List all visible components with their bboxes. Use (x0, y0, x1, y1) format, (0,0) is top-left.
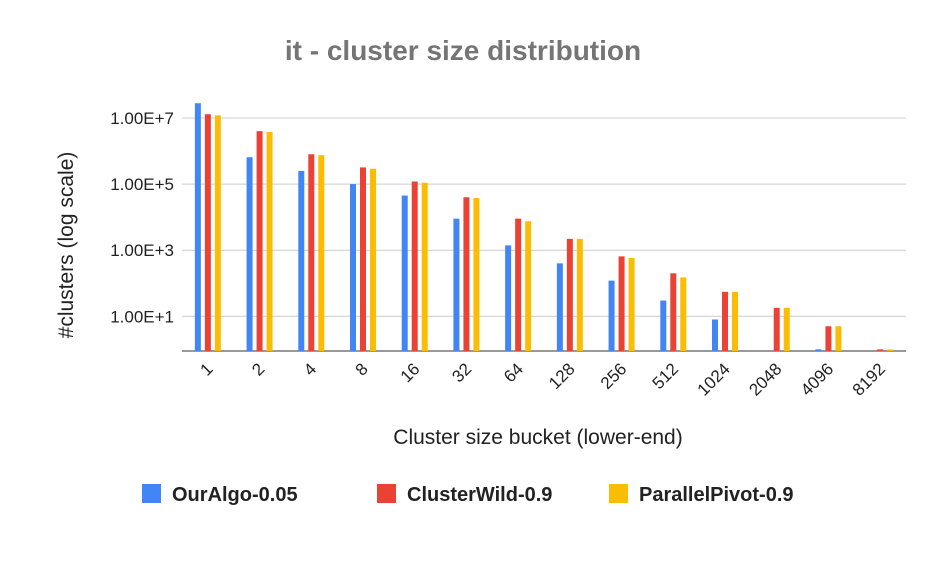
bar (298, 170, 305, 351)
bar (318, 155, 325, 351)
bar (608, 280, 615, 351)
bar (670, 273, 677, 351)
x-tick-label: 512 (649, 359, 682, 392)
x-tick-label: 256 (597, 359, 630, 392)
legend-swatch (377, 484, 396, 503)
bars (194, 103, 894, 352)
bar (370, 168, 376, 351)
bar (877, 349, 884, 351)
bar (505, 245, 512, 351)
bar (576, 238, 583, 351)
bar (256, 131, 263, 351)
y-axis-title: #clusters (log scale) (55, 152, 78, 339)
bar (680, 277, 687, 351)
bar (350, 184, 356, 351)
bar (308, 154, 315, 351)
x-tick-label: 8192 (849, 359, 889, 399)
legend-label: OurAlgo-0.05 (172, 484, 298, 506)
bar (732, 291, 738, 351)
bar (194, 103, 201, 351)
bar (360, 167, 366, 351)
legend-swatch (609, 484, 628, 503)
bar (473, 197, 480, 351)
bar (566, 238, 573, 351)
bar (453, 218, 460, 351)
bar (835, 326, 842, 351)
bar (825, 326, 832, 351)
x-tick-label: 1024 (694, 359, 734, 399)
bar (246, 157, 253, 351)
bar (463, 197, 470, 351)
bar (556, 263, 563, 351)
bar (660, 300, 667, 351)
bar (401, 195, 408, 351)
bar (712, 319, 718, 351)
bar (783, 307, 790, 351)
bar (628, 258, 635, 351)
x-tick-label: 2048 (745, 359, 785, 399)
x-axis-title: Cluster size bucket (lower-end) (393, 426, 682, 449)
x-tick-label: 16 (397, 359, 424, 386)
bar (722, 291, 728, 351)
y-tick-label: 1.00E+5 (110, 175, 174, 194)
y-tick-label: 1.00E+7 (110, 109, 174, 128)
x-tick-label: 32 (448, 359, 475, 386)
y-tick-labels: 1.00E+7 1.00E+5 1.00E+3 1.00E+1 (110, 109, 174, 326)
x-tick-label: 128 (545, 359, 578, 392)
bar (525, 221, 532, 351)
bar (421, 182, 428, 351)
x-tick-label: 2 (248, 359, 268, 379)
bar (515, 218, 522, 351)
bar (815, 349, 822, 351)
bar (214, 115, 221, 351)
x-tick-labels: 1 2 4 8 16 32 64 128 256 512 1024 2048 4096 8192 (197, 359, 889, 399)
bar (266, 131, 273, 351)
x-tick-label: 8 (352, 359, 372, 379)
x-tick-label: 1 (197, 359, 217, 379)
x-tick-label: 4096 (797, 359, 837, 399)
chart-title: it - cluster size distribution (285, 35, 641, 66)
bar (204, 114, 211, 352)
bar (887, 349, 894, 351)
legend: OurAlgo-0.05 ClusterWild-0.9 ParallelPivot… (142, 484, 794, 506)
x-tick-label: 64 (500, 359, 527, 386)
legend-label: ClusterWild-0.9 (407, 484, 552, 506)
y-tick-label: 1.00E+3 (110, 241, 174, 260)
x-tick-label: 4 (300, 359, 320, 379)
y-tick-label: 1.00E+1 (110, 307, 174, 326)
legend-label: ParallelPivot-0.9 (639, 484, 794, 506)
bar (618, 256, 625, 351)
bar (773, 307, 780, 351)
legend-swatch (142, 484, 161, 503)
bar (411, 181, 418, 351)
gridlines (182, 117, 906, 352)
